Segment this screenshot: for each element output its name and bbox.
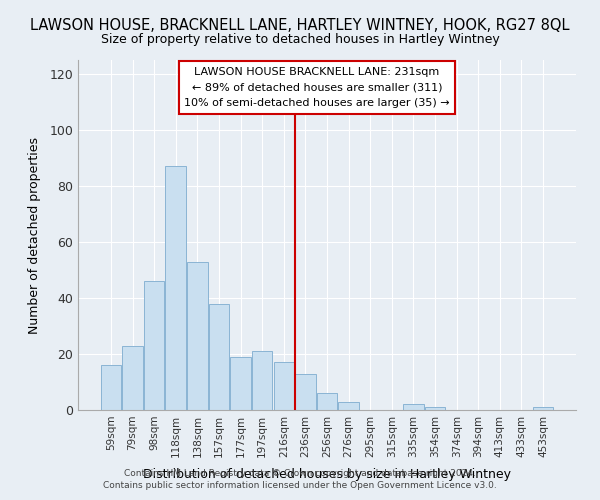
Bar	[338, 402, 359, 410]
Bar	[187, 262, 208, 410]
Bar	[166, 166, 186, 410]
Text: Contains HM Land Registry data © Crown copyright and database right 2024.: Contains HM Land Registry data © Crown c…	[124, 469, 476, 478]
Bar	[230, 357, 251, 410]
Bar	[425, 407, 445, 410]
X-axis label: Distribution of detached houses by size in Hartley Wintney: Distribution of detached houses by size …	[143, 468, 511, 481]
Bar	[252, 351, 272, 410]
Bar	[122, 346, 143, 410]
Y-axis label: Number of detached properties: Number of detached properties	[28, 136, 41, 334]
Text: Size of property relative to detached houses in Hartley Wintney: Size of property relative to detached ho…	[101, 32, 499, 46]
Bar	[274, 362, 294, 410]
Bar	[317, 393, 337, 410]
Text: LAWSON HOUSE, BRACKNELL LANE, HARTLEY WINTNEY, HOOK, RG27 8QL: LAWSON HOUSE, BRACKNELL LANE, HARTLEY WI…	[30, 18, 570, 32]
Bar	[403, 404, 424, 410]
Bar	[209, 304, 229, 410]
Text: LAWSON HOUSE BRACKNELL LANE: 231sqm
← 89% of detached houses are smaller (311)
1: LAWSON HOUSE BRACKNELL LANE: 231sqm ← 89…	[184, 67, 450, 108]
Text: Contains public sector information licensed under the Open Government Licence v3: Contains public sector information licen…	[103, 480, 497, 490]
Bar	[295, 374, 316, 410]
Bar	[144, 281, 164, 410]
Bar	[533, 407, 553, 410]
Bar	[101, 365, 121, 410]
